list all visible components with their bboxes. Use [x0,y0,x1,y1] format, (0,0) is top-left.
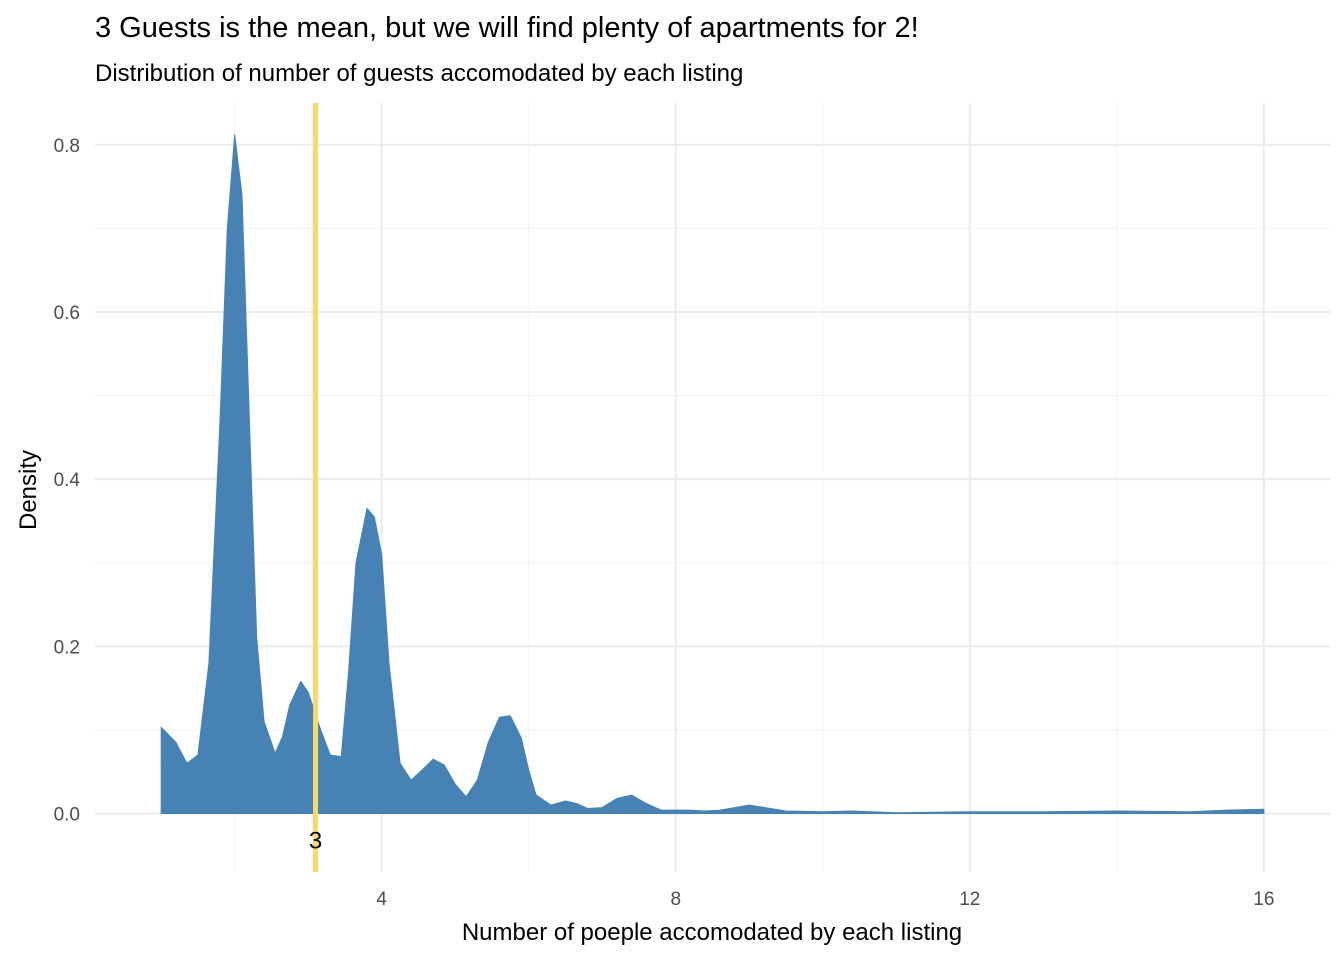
chart-title: 3 Guests is the mean, but we will find p… [95,12,919,44]
chart-subtitle: Distribution of number of guests accomod… [95,60,744,87]
tick-labels: 0.0 0.2 0.4 0.6 0.8 4 8 12 16 [54,136,1275,910]
x-axis-title: Number of poeple accomodated by each lis… [462,919,962,946]
y-tick-label: 0.4 [54,470,81,491]
x-tick-label: 12 [959,889,980,910]
density-area-layer [160,134,1265,814]
x-tick-label: 4 [376,889,387,910]
x-tick-label: 8 [670,889,681,910]
y-tick-label: 0.2 [54,637,80,658]
x-tick-label: 16 [1253,889,1274,910]
y-tick-label: 0.8 [54,136,80,157]
y-tick-label: 0.0 [54,804,80,825]
mean-layer: 3 [309,103,322,872]
mean-label: 3 [309,828,322,855]
y-tick-label: 0.6 [54,303,80,324]
density-area [160,134,1265,814]
y-axis-title: Density [15,450,42,530]
